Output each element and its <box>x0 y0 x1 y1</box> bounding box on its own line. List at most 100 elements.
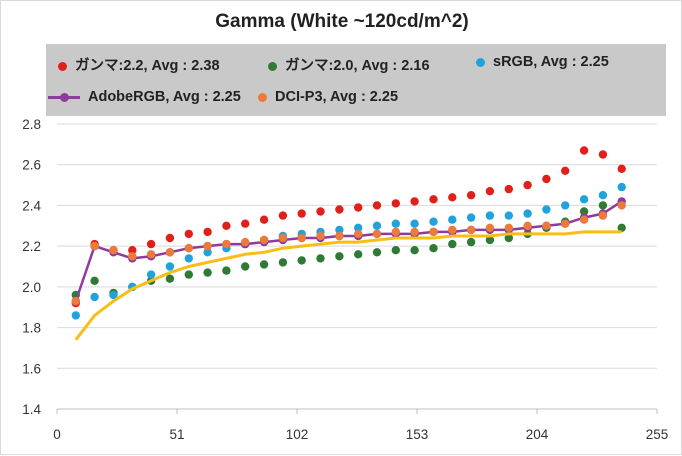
series-2-point-29 <box>617 182 626 192</box>
series-4-point-14 <box>335 231 344 241</box>
series-2-point-27 <box>579 195 589 204</box>
series-0-point-7 <box>203 227 212 237</box>
legend-item-gamma20: ガンマ:2.0, Avg : 2.16 <box>268 54 430 75</box>
series-2-point-20 <box>448 215 457 224</box>
series-4-point-26 <box>561 219 570 228</box>
series-0-point-24 <box>523 180 532 190</box>
series-4-point-21 <box>466 225 476 235</box>
series-4-point-7 <box>203 241 212 251</box>
y-tick-label-1: 1.6 <box>22 361 41 376</box>
series-0-point-28 <box>598 150 608 159</box>
series-1-point-22 <box>485 235 495 245</box>
x-tick-label-3: 153 <box>406 427 429 442</box>
series-1-point-14 <box>335 252 344 261</box>
y-tick-label-2: 1.8 <box>22 321 41 336</box>
legend-label-gamma20: ガンマ:2.0, Avg : 2.16 <box>285 58 430 74</box>
series-4-point-15 <box>354 229 363 239</box>
series-4-point-3 <box>128 252 137 261</box>
y-tick-label-3: 2.0 <box>22 280 41 295</box>
series-1-point-18 <box>410 246 419 255</box>
series-4-point-17 <box>391 227 400 237</box>
series-2-point-14 <box>335 225 344 235</box>
series-2-point-17 <box>391 219 400 228</box>
series-4-point-18 <box>410 227 419 237</box>
chart-title: Gamma (White ~120cd/m^2) <box>215 11 469 32</box>
y-tick-label-7: 2.8 <box>22 117 41 132</box>
series-4-point-16 <box>372 229 382 239</box>
series-4-point-2 <box>109 246 118 255</box>
series-0-point-6 <box>184 229 193 239</box>
series-4-point-5 <box>165 248 175 257</box>
series-0-point-14 <box>335 205 344 214</box>
series-0-point-22 <box>485 187 495 196</box>
series-4-point-19 <box>429 227 438 237</box>
legend: ガンマ:2.2, Avg : 2.38 ガンマ:2.0, Avg : 2.16 … <box>46 44 666 116</box>
series-0-point-26 <box>561 166 570 175</box>
series-4-point-22 <box>485 223 495 232</box>
series-0-point-18 <box>410 197 419 206</box>
series-1-point-21 <box>466 237 476 247</box>
series-4-point-4 <box>146 250 156 259</box>
series-0-point-19 <box>429 195 438 204</box>
series-4-point-27 <box>579 215 589 224</box>
series-4-point-20 <box>448 225 457 235</box>
series-2-point-28 <box>598 191 608 200</box>
series-4-point-0 <box>71 296 81 306</box>
series-2-point-22 <box>485 211 495 220</box>
series-0-point-17 <box>391 199 400 208</box>
series-1-point-23 <box>504 233 513 243</box>
series-2-point-25 <box>542 205 551 214</box>
legend-item-gamma22: ガンマ:2.2, Avg : 2.38 <box>58 54 220 75</box>
series-4-point-12 <box>297 233 306 243</box>
series-4-point-23 <box>504 223 513 232</box>
series-2-point-16 <box>372 221 382 230</box>
series-0-point-16 <box>372 201 382 210</box>
series-1-point-17 <box>391 246 400 255</box>
series-1-point-7 <box>203 268 212 277</box>
series-4-point-8 <box>222 239 231 249</box>
series-0-point-5 <box>165 233 175 243</box>
x-tick-label-0: 0 <box>53 427 61 442</box>
series-2-point-23 <box>504 211 513 220</box>
legend-label-dcip3: DCI-P3, Avg : 2.25 <box>275 89 399 105</box>
series-1-point-20 <box>448 239 457 249</box>
y-tick-label-0: 1.4 <box>22 402 41 417</box>
series-1-point-28 <box>598 201 608 210</box>
series-0-point-10 <box>259 215 269 224</box>
series-2-point-21 <box>466 213 476 222</box>
series-2-point-15 <box>354 223 363 232</box>
legend-marker-srgb <box>476 57 485 67</box>
series-4-point-11 <box>278 233 288 243</box>
series-3-line <box>74 200 623 302</box>
series-4-point-13 <box>316 231 325 241</box>
legend-marker-gamma22 <box>58 61 67 71</box>
legend-marker-gamma20 <box>268 61 277 71</box>
series-2-point-18 <box>410 219 419 228</box>
series-0-point-4 <box>146 239 156 249</box>
series-4-point-6 <box>184 244 193 253</box>
legend-marker-dcip3 <box>258 92 267 102</box>
legend-label-adobergb: AdobeRGB, Avg : 2.25 <box>88 89 241 105</box>
series-1-point-27 <box>579 207 589 216</box>
series-0-point-3 <box>128 246 137 255</box>
series-2-point-24 <box>523 209 532 218</box>
series-2-point-5 <box>165 262 175 271</box>
series-0-point-23 <box>504 184 513 194</box>
x-tick-label-2: 102 <box>286 427 309 442</box>
series-0-point-20 <box>448 193 457 202</box>
series-4-point-9 <box>241 237 250 247</box>
x-tick-label-5: 255 <box>646 427 669 442</box>
series-1-point-1 <box>90 276 99 285</box>
series-0-point-11 <box>278 211 288 220</box>
series-2-point-0 <box>71 311 81 320</box>
legend-item-srgb: sRGB, Avg : 2.25 <box>476 54 609 70</box>
series-0-point-25 <box>542 174 551 184</box>
series-2-point-1 <box>90 292 99 302</box>
series-4-point-28 <box>598 211 608 220</box>
series-2-point-19 <box>429 217 438 226</box>
series-2-point-7 <box>203 248 212 257</box>
series-1-point-13 <box>316 254 325 263</box>
legend-marker-adobergb <box>48 92 80 102</box>
series-1-point-10 <box>259 260 269 269</box>
